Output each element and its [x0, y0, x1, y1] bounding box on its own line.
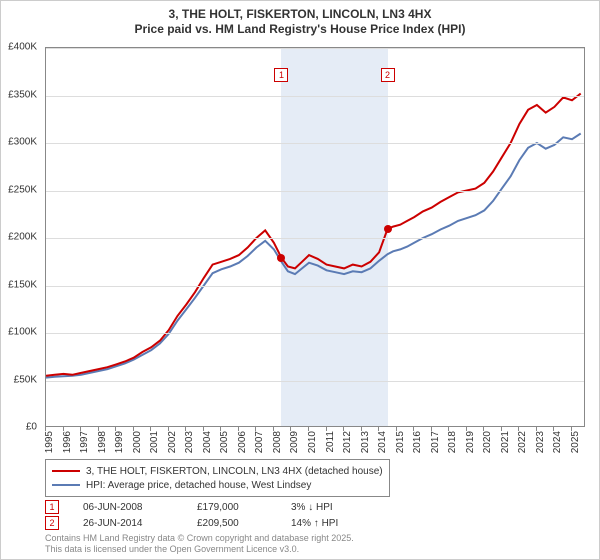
sale-marker-box: 1	[274, 68, 288, 82]
chart-area: 12 £0£50K£100K£150K£200K£250K£300K£350K£…	[45, 47, 585, 427]
legend-row: HPI: Average price, detached house, West…	[52, 478, 383, 492]
x-tick-label: 2002	[167, 431, 178, 453]
x-tick-label: 2007	[254, 431, 265, 453]
x-tick-label: 2017	[430, 431, 441, 453]
sales-row: 2 26-JUN-2014 £209,500 14% ↑ HPI	[45, 515, 401, 531]
series-hpi	[46, 134, 581, 378]
x-tick-label: 2014	[377, 431, 388, 453]
x-tick-label: 2024	[552, 431, 563, 453]
x-tick-label: 2006	[237, 431, 248, 453]
plot-area: 12	[45, 47, 585, 427]
chart-container: 3, THE HOLT, FISKERTON, LINCOLN, LN3 4HX…	[0, 0, 600, 560]
sale-marker-dot	[384, 225, 392, 233]
y-tick-label: £250K	[0, 184, 37, 195]
x-tick-label: 2018	[447, 431, 458, 453]
x-tick-label: 2011	[325, 431, 336, 453]
x-tick-label: 1999	[114, 431, 125, 453]
x-tick-label: 2005	[219, 431, 230, 453]
x-tick-label: 2004	[202, 431, 213, 453]
x-tick-label: 2000	[132, 431, 143, 453]
x-tick-label: 2021	[500, 431, 511, 453]
x-tick-label: 2013	[360, 431, 371, 453]
y-tick-label: £150K	[0, 279, 37, 290]
y-tick-label: £300K	[0, 137, 37, 148]
x-tick-label: 2025	[570, 431, 581, 453]
x-tick-label: 1996	[62, 431, 73, 453]
y-tick-label: £0	[0, 422, 37, 433]
sale-date: 06-JUN-2008	[83, 502, 173, 513]
title-address: 3, THE HOLT, FISKERTON, LINCOLN, LN3 4HX	[1, 7, 599, 22]
sale-price: £209,500	[197, 518, 267, 529]
x-tick-label: 2020	[482, 431, 493, 453]
sales-row: 1 06-JUN-2008 £179,000 3% ↓ HPI	[45, 499, 401, 515]
sale-marker-box: 2	[381, 68, 395, 82]
footer: Contains HM Land Registry data © Crown c…	[45, 533, 354, 555]
sale-date: 26-JUN-2014	[83, 518, 173, 529]
title-block: 3, THE HOLT, FISKERTON, LINCOLN, LN3 4HX…	[1, 1, 599, 37]
legend-label: HPI: Average price, detached house, West…	[86, 480, 311, 491]
x-tick-label: 2015	[395, 431, 406, 453]
x-tick-label: 2023	[535, 431, 546, 453]
x-tick-label: 2019	[465, 431, 476, 453]
footer-line: This data is licensed under the Open Gov…	[45, 544, 354, 555]
y-tick-label: £100K	[0, 327, 37, 338]
x-tick-label: 2022	[517, 431, 528, 453]
x-tick-label: 2008	[272, 431, 283, 453]
legend-swatch	[52, 484, 80, 486]
legend: 3, THE HOLT, FISKERTON, LINCOLN, LN3 4HX…	[45, 459, 390, 497]
title-subtitle: Price paid vs. HM Land Registry's House …	[1, 22, 599, 37]
sale-price: £179,000	[197, 502, 267, 513]
sale-number-box: 1	[45, 500, 59, 514]
x-tick-label: 2009	[289, 431, 300, 453]
x-tick-label: 1998	[97, 431, 108, 453]
y-tick-label: £200K	[0, 232, 37, 243]
x-tick-label: 2010	[307, 431, 318, 453]
legend-swatch	[52, 470, 80, 472]
x-tick-label: 2012	[342, 431, 353, 453]
sale-number-box: 2	[45, 516, 59, 530]
x-tick-label: 2016	[412, 431, 423, 453]
x-tick-label: 1997	[79, 431, 90, 453]
footer-line: Contains HM Land Registry data © Crown c…	[45, 533, 354, 544]
sales-table: 1 06-JUN-2008 £179,000 3% ↓ HPI 2 26-JUN…	[45, 499, 401, 531]
x-tick-label: 2003	[184, 431, 195, 453]
y-tick-label: £350K	[0, 89, 37, 100]
legend-label: 3, THE HOLT, FISKERTON, LINCOLN, LN3 4HX…	[86, 466, 383, 477]
x-tick-label: 1995	[44, 431, 55, 453]
y-tick-label: £50K	[0, 374, 37, 385]
y-tick-label: £400K	[0, 42, 37, 53]
sale-delta: 14% ↑ HPI	[291, 518, 401, 529]
legend-row: 3, THE HOLT, FISKERTON, LINCOLN, LN3 4HX…	[52, 464, 383, 478]
sale-delta: 3% ↓ HPI	[291, 502, 401, 513]
x-tick-label: 2001	[149, 431, 160, 453]
sale-marker-dot	[277, 254, 285, 262]
